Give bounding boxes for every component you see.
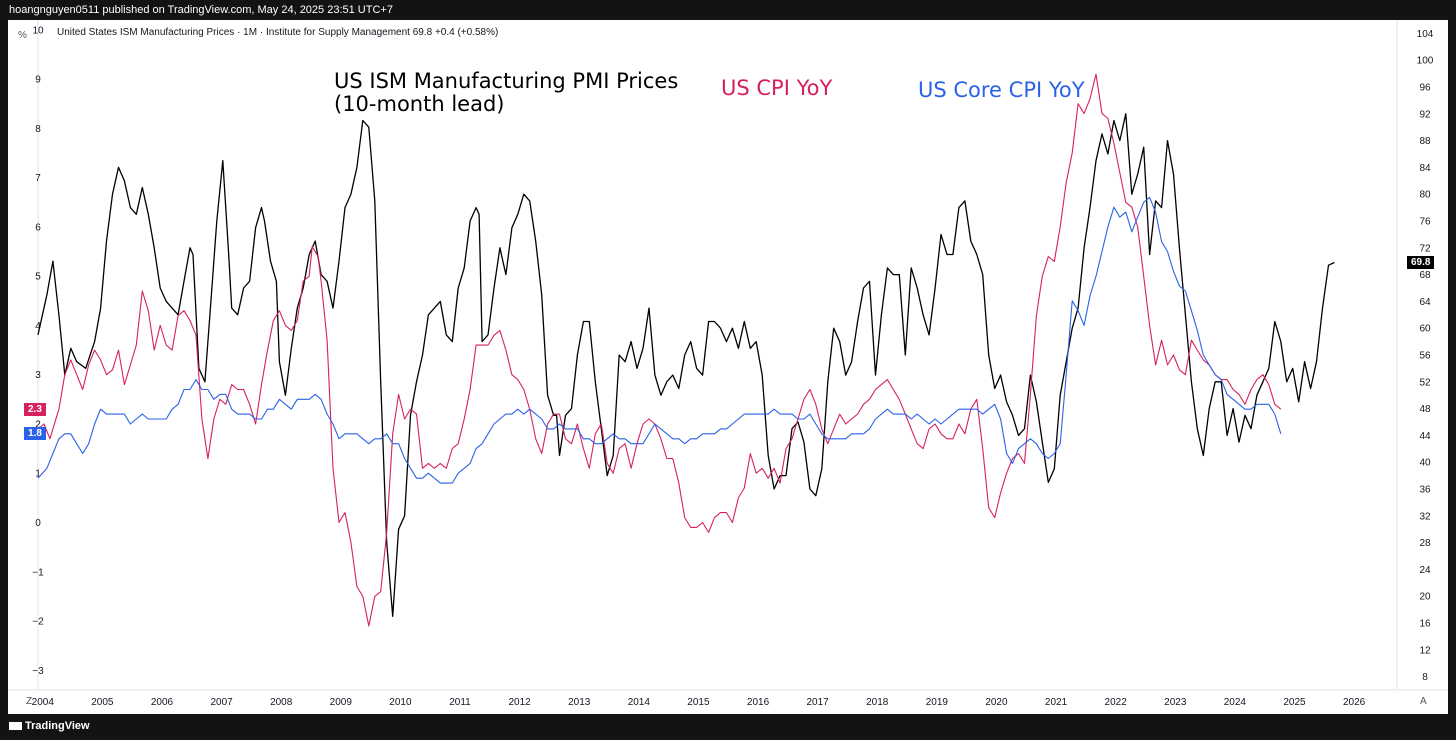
right-axis-tick: 80 [1419,190,1431,201]
annotation-ism-line2: (10-month lead) [334,92,505,116]
time-axis-tick: 2026 [1343,697,1366,708]
right-axis-tick: 76 [1419,217,1431,228]
time-axis-tick: 2015 [687,697,710,708]
chart-legend: United States ISM Manufacturing Prices ·… [57,27,499,38]
left-axis-tick: 2 [35,419,41,430]
percent-scale-toggle[interactable]: % [18,30,27,41]
right-axis-tick: 52 [1419,377,1431,388]
left-axis-tick: 3 [35,370,41,381]
time-axis-tick: 2010 [389,697,412,708]
core-cpi-last-value-badge: 1.8 [24,427,46,441]
left-axis-tick: −1 [32,567,44,578]
right-axis-tick: 32 [1419,511,1431,522]
right-axis-tick: 12 [1419,645,1431,656]
time-axis-tick: 2014 [628,697,651,708]
right-axis-tick: 72 [1419,243,1431,254]
left-axis-tick: 0 [35,518,41,529]
right-axis-tick: 96 [1419,83,1431,94]
publish-text: hoangnguyen0511 published on TradingView… [9,4,393,16]
time-axis-tick: 2008 [270,697,293,708]
right-axis-tick: 48 [1419,404,1431,415]
time-axis-tick: 2013 [568,697,591,708]
right-axis-tick: 64 [1419,297,1431,308]
left-axis-tick: 6 [35,222,41,233]
time-axis-tick: 2011 [449,697,471,708]
cpi-yoy-line[interactable] [37,73,1282,627]
zoom-toggle[interactable]: Z [26,696,33,707]
time-axis-tick: 2020 [985,697,1008,708]
right-axis-tick: 24 [1419,565,1431,576]
left-axis-tick: 8 [35,124,41,135]
ism-prices-line[interactable] [37,113,1335,617]
core-cpi-yoy-line[interactable] [37,196,1282,484]
right-axis-tick: 28 [1419,538,1431,549]
cpi-last-value-badge: 2.3 [24,402,46,416]
right-axis-tick: 68 [1419,270,1431,281]
auto-scale-toggle[interactable]: A [1420,696,1427,707]
annotation-core-cpi: US Core CPI YoY [918,78,1085,102]
left-axis-tick: 7 [35,173,41,184]
left-axis-tick: −3 [32,666,44,677]
left-axis-tick: 1 [35,469,41,480]
chart[interactable]: 109876543210−1−2−31041009692888480767268… [8,20,1448,714]
left-axis-tick: 4 [35,321,41,332]
time-axis-tick: 2024 [1224,697,1247,708]
time-axis-tick: 2022 [1105,697,1128,708]
time-axis-tick: 2023 [1164,697,1187,708]
right-axis-tick: 84 [1419,163,1431,174]
right-axis-tick: 60 [1419,324,1431,335]
time-axis-tick: 2019 [926,697,949,708]
time-axis-tick: 2012 [508,697,531,708]
annotation-cpi: US CPI YoY [721,76,833,100]
time-axis-tick: 2025 [1283,697,1306,708]
publish-bar: hoangnguyen0511 published on TradingView… [0,0,1456,20]
right-axis-tick: 16 [1419,619,1431,630]
left-axis-tick: 10 [32,25,44,36]
right-axis-tick: 8 [1422,672,1428,683]
tradingview-logo-icon [9,722,22,731]
tradingview-logo[interactable]: TradingView [9,720,90,732]
left-axis-tick: 9 [35,75,41,86]
annotation-ism-line1: US ISM Manufacturing PMI Prices [334,69,679,93]
time-axis-tick: 2016 [747,697,770,708]
time-axis-tick: 2021 [1045,697,1068,708]
right-axis-tick: 88 [1419,136,1431,147]
chart-frame: 10 9 8 7 6 5 4 3 2 1 0 −1 −2 −3 104 100 96 92 88 84 80 76 72 68… [8,20,1448,714]
time-axis-tick: 2004 [32,697,55,708]
ism-last-value-badge: 69.8 [1407,256,1435,270]
time-axis-tick: 2006 [151,697,174,708]
right-axis-tick: 100 [1417,56,1434,67]
right-axis-tick: 92 [1419,109,1431,120]
tradingview-logo-text: TradingView [25,720,90,732]
right-axis-tick: 20 [1419,592,1431,603]
annotation-ism: US ISM Manufacturing PMI Prices (10-month… [334,70,678,116]
time-axis-tick: 2017 [807,697,830,708]
right-axis-tick: 104 [1417,29,1434,40]
time-axis-tick: 2005 [91,697,114,708]
right-axis-tick: 44 [1419,431,1431,442]
time-axis-tick: 2007 [210,697,233,708]
left-axis-tick: −2 [32,617,44,628]
right-axis-tick: 56 [1419,351,1431,362]
left-axis-tick: 5 [35,272,41,283]
time-axis-tick: 2009 [330,697,353,708]
footer-bar: TradingView [0,714,1456,740]
right-axis-tick: 40 [1419,458,1431,469]
right-axis-tick: 36 [1419,485,1431,496]
time-axis-tick: 2018 [866,697,889,708]
